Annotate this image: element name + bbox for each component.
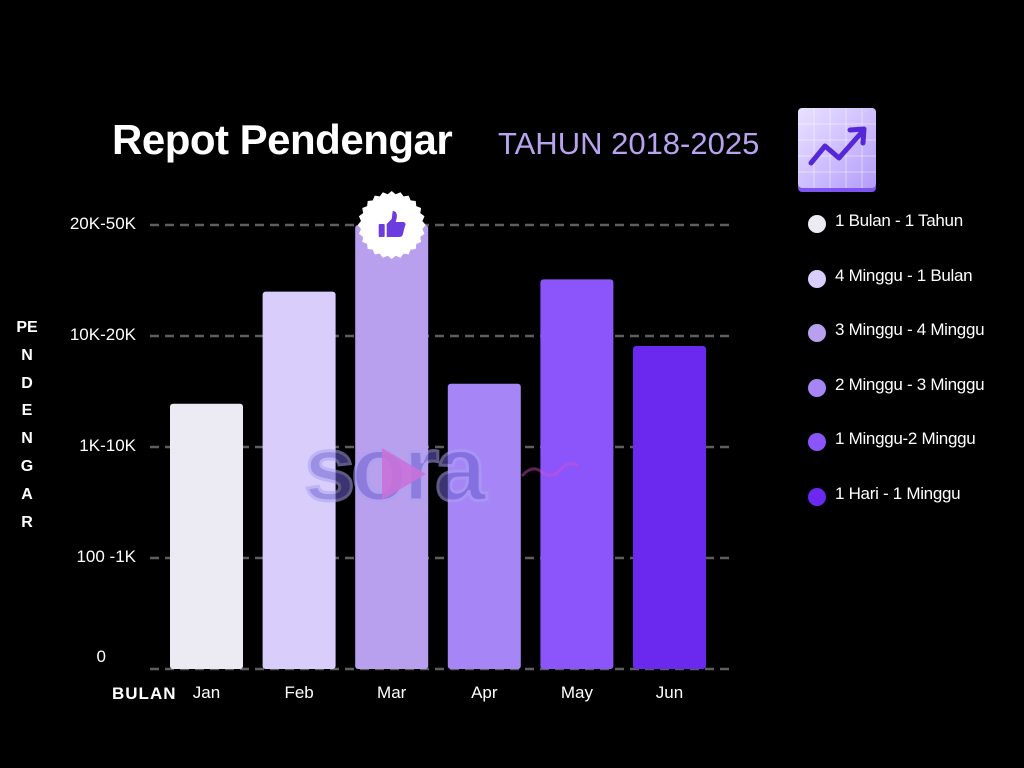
legend-swatch: [808, 487, 826, 506]
legend-item: 3 Minggu - 4 Minggu: [808, 317, 1024, 372]
legend-swatch: [808, 215, 826, 233]
legend-swatch: [808, 324, 826, 343]
legend-label: 3 Minggu - 4 Minggu: [835, 320, 985, 340]
legend-label: 1 Bulan - 1 Tahun: [835, 211, 963, 230]
bars: [170, 225, 706, 669]
bar-may: [540, 279, 614, 669]
x-tick-label: Feb: [284, 683, 313, 702]
legend-swatch: [808, 433, 826, 452]
chart-title: Repot Pendengar: [112, 116, 453, 163]
legend-item: 1 Minggu-2 Minggu: [808, 426, 1024, 481]
x-axis-ticks: Jan Feb Mar Apr May Jun: [193, 683, 683, 702]
legend-item: 4 Minggu - 1 Bulan: [808, 263, 1024, 318]
legend-item: 2 Minggu - 3 Minggu: [808, 372, 1024, 427]
legend-label: 2 Minggu - 3 Minggu: [835, 374, 985, 394]
annotation: [357, 191, 426, 259]
thumbs-up-icon: [357, 191, 426, 259]
x-tick-label: Jan: [193, 683, 220, 702]
y-tick-label: 20K-50K: [70, 214, 137, 233]
x-tick-label: Jun: [656, 683, 683, 702]
chart-legend: 1 Bulan - 1 Tahun 4 Minggu - 1 Bulan 3 Min…: [808, 208, 1024, 536]
legend-swatch: [808, 378, 826, 397]
bar-mar: [355, 225, 429, 669]
bar-jan: [170, 403, 243, 669]
y-tick-label: 10K-20K: [70, 325, 137, 344]
y-tick-label: 0: [97, 647, 106, 666]
x-tick-label: May: [561, 683, 594, 702]
legend-label: 1 Hari - 1 Minggu: [835, 483, 961, 503]
legend-label: 4 Minggu - 1 Bulan: [835, 265, 973, 285]
legend-label: 1 Minggu-2 Minggu: [835, 429, 976, 449]
y-axis-title: PENDENGAR: [16, 319, 38, 531]
y-tick-label: 100 -1K: [76, 547, 136, 566]
chart-subtitle: TAHUN 2018-2025: [498, 126, 760, 161]
y-axis-ticks: 0 100 -1K 1K-10K 10K-20K 20K-50K: [70, 214, 137, 666]
bar-feb: [262, 291, 336, 669]
legend-swatch: [808, 269, 826, 288]
x-axis-title: BULAN: [112, 684, 177, 703]
bar-jun: [633, 345, 706, 669]
y-tick-label: 1K-10K: [79, 436, 136, 455]
legend-item: 1 Bulan - 1 Tahun: [808, 208, 1024, 263]
bar-apr: [447, 383, 521, 669]
x-tick-label: Mar: [377, 683, 407, 702]
chart-increasing-icon: [798, 108, 876, 188]
legend-item: 1 Hari - 1 Minggu: [808, 481, 1024, 536]
x-tick-label: Apr: [471, 683, 498, 702]
